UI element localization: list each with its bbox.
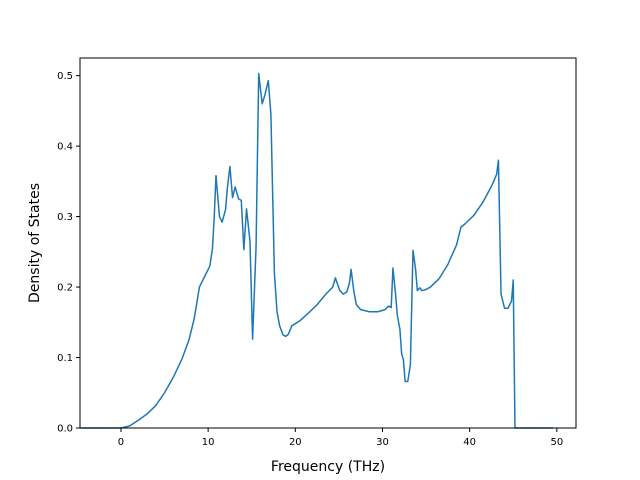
y-tick-label: 0.5 <box>57 71 73 82</box>
y-tick-label: 0.4 <box>57 142 73 153</box>
x-tick-label: 0 <box>118 437 124 448</box>
x-axis-ticks: 0 10 20 30 40 50 <box>118 428 563 448</box>
x-tick-label: 50 <box>550 437 563 448</box>
y-axis-label: Density of States <box>27 183 43 303</box>
y-tick-label: 0.2 <box>57 283 73 294</box>
y-axis-ticks: 0.0 0.1 0.2 0.3 0.4 0.5 <box>57 71 80 435</box>
y-tick-label: 0.3 <box>57 212 73 223</box>
x-tick-label: 20 <box>289 437 302 448</box>
y-tick-label: 0.1 <box>57 353 73 364</box>
axes-frame <box>79 57 577 429</box>
series-line-0 <box>80 72 554 429</box>
x-tick-label: 30 <box>376 437 389 448</box>
x-axis-label: Frequency (THz) <box>271 459 385 475</box>
plot-area <box>80 72 554 429</box>
y-tick-label: 0.0 <box>57 424 73 435</box>
x-tick-label: 10 <box>202 437 215 448</box>
x-tick-label: 40 <box>463 437 476 448</box>
